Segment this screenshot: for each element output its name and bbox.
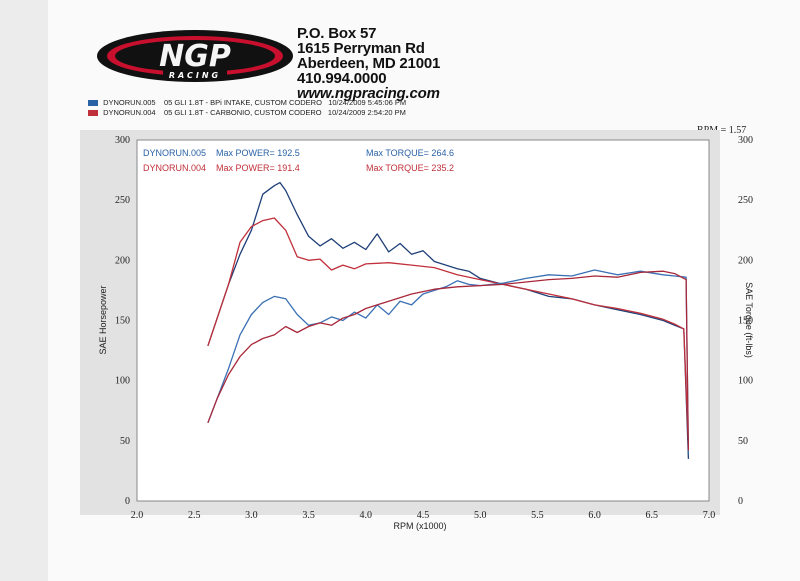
y-tick-label: 50 (738, 436, 748, 447)
address-line-2: 1615 Perryman Rd (297, 40, 425, 57)
run-date: 10/24/2009 2:54:20 PM (327, 108, 406, 117)
phone-number: 410.994.0000 (297, 70, 387, 87)
x-tick-label: 5.5 (531, 510, 544, 521)
x-tick-label: 5.0 (474, 510, 487, 521)
run-id: DYNORUN.004 (103, 108, 156, 117)
plot-area (136, 139, 710, 502)
y-tick-label: 250 (115, 195, 130, 206)
y-tick-label: 0 (738, 496, 743, 507)
series-line (207, 217, 690, 447)
series-line (207, 270, 690, 451)
x-tick-label: 3.5 (302, 510, 315, 521)
series-line (207, 269, 690, 453)
shop-address: P.O. Box 57 1615 Perryman Rd Aberdeen, M… (297, 26, 440, 101)
x-axis-title: RPM (x1000) (393, 521, 446, 531)
chart-legend: DYNORUN.005 Max POWER= 192.5 Max TORQUE=… (143, 148, 454, 173)
website: www.ngpracing.com (297, 85, 440, 102)
logo-text: NGP (159, 39, 231, 74)
run-color-swatch (88, 110, 98, 116)
y-tick-label: 250 (738, 195, 753, 206)
run-date: 10/24/2009 5:45:06 PM (328, 98, 407, 107)
x-tick-label: 3.0 (245, 510, 258, 521)
x-tick-label: 7.0 (703, 510, 716, 521)
address-line-1: P.O. Box 57 (297, 25, 377, 42)
legend-run-id: DYNORUN.004 (143, 163, 206, 173)
rpm-rate: RPM = 1.57 (697, 125, 747, 136)
logo-subtext: RACING (169, 71, 221, 80)
y-tick-label: 300 (738, 135, 753, 146)
y-tick-label: 0 (125, 496, 130, 507)
legend-max-power: Max POWER= 191.4 (216, 163, 300, 173)
legend-run-id: DYNORUN.005 (143, 148, 206, 158)
y-tick-label: 150 (738, 316, 753, 327)
scan-edge (0, 0, 48, 581)
legend-max-power: Max POWER= 192.5 (216, 148, 300, 158)
run-row: DYNORUN.004 05 GLI 1.8T - CARBONIO, CUST… (88, 108, 406, 118)
run-row: DYNORUN.005 05 GLI 1.8T - BPi INTAKE, CU… (88, 98, 406, 108)
y-tick-label: 50 (120, 436, 130, 447)
run-list: DYNORUN.005 05 GLI 1.8T - BPi INTAKE, CU… (88, 98, 406, 118)
run-description: 05 GLI 1.8T - BPi INTAKE, CUSTOM CODERO (163, 98, 322, 107)
y-tick-label: 300 (115, 135, 130, 146)
y-tick-label: 200 (115, 255, 130, 266)
run-id: DYNORUN.005 (103, 98, 156, 107)
run-color-swatch (88, 100, 98, 106)
y-axis-right-title: SAE Torque (ft-lbs) (744, 282, 754, 358)
address-line-3: Aberdeen, MD 21001 (297, 55, 441, 72)
x-tick-label: 4.5 (417, 510, 430, 521)
y-axis-right: 0 50 100 150 200 250 300 (738, 135, 753, 507)
y-axis-left: 0 50 100 150 200 250 300 (115, 135, 130, 507)
y-tick-label: 100 (738, 376, 753, 387)
y-tick-label: 150 (115, 316, 130, 327)
legend-max-torque: Max TORQUE= 264.6 (366, 148, 454, 158)
y-tick-label: 100 (115, 376, 130, 387)
x-tick-label: 2.0 (131, 510, 144, 521)
legend-max-torque: Max TORQUE= 235.2 (366, 163, 454, 173)
series-layer (207, 181, 690, 459)
ngp-racing-logo: NGP RACING (97, 30, 293, 82)
y-tick-label: 200 (738, 255, 753, 266)
x-tick-label: 4.0 (360, 510, 373, 521)
x-tick-label: 2.5 (188, 510, 201, 521)
y-axis-left-title: SAE Horsepower (98, 285, 108, 354)
x-axis: 2.0 2.5 3.0 3.5 4.0 4.5 5.0 5.5 6.0 6.5 7.0 (131, 510, 716, 521)
run-description: 05 GLI 1.8T - CARBONIO, CUSTOM CODERO (163, 108, 322, 117)
x-tick-label: 6.0 (588, 510, 601, 521)
x-tick-label: 6.5 (646, 510, 659, 521)
